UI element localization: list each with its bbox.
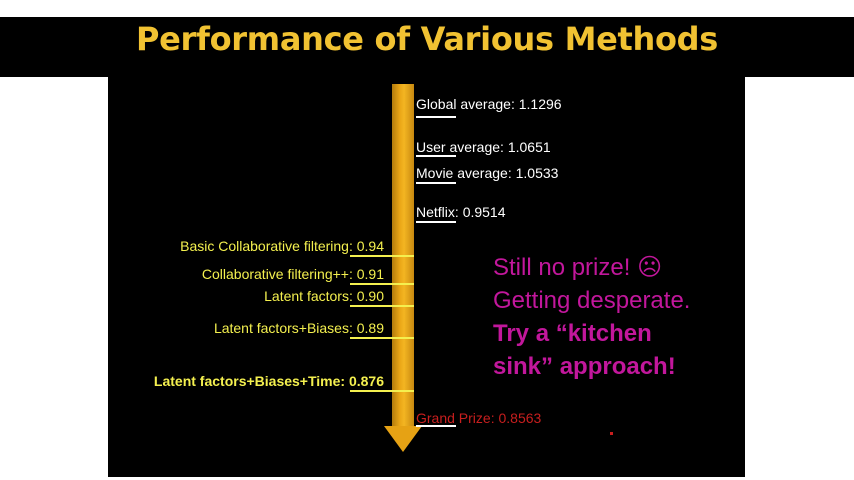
left-item-cf-plus: Collaborative filtering++: 0.91 — [202, 266, 384, 282]
right-item-label: User average: — [416, 139, 504, 155]
right-item-label: Netflix: — [416, 204, 459, 220]
left-item-value: 0.90 — [356, 288, 384, 304]
marker-line-user — [416, 155, 456, 157]
left-item-value: 0.876 — [348, 373, 384, 389]
left-item-basic-cf: Basic Collaborative filtering: 0.94 — [180, 238, 384, 254]
left-item-value: 0.91 — [356, 266, 384, 282]
left-item-label: Latent factors+Biases+Time: — [153, 373, 346, 389]
left-item-value: 0.94 — [356, 238, 384, 254]
left-item-value: 0.89 — [356, 320, 384, 336]
right-item-label: Global average: — [416, 96, 515, 112]
left-item-latent-biases: Latent factors+Biases: 0.89 — [214, 320, 384, 336]
title-bar — [0, 17, 854, 77]
right-item-label: Movie average: — [416, 165, 512, 181]
right-item-netflix: Netflix: 0.9514 — [416, 204, 506, 220]
callout-line-1-text: Still no prize! — [493, 254, 631, 281]
red-dot — [610, 432, 613, 435]
marker-line-latent-biases — [350, 337, 414, 339]
right-item-label: Grand Prize: — [416, 410, 495, 426]
slide-background — [108, 77, 745, 477]
marker-line-cf-plus — [350, 283, 414, 285]
right-item-value: 0.9514 — [462, 204, 506, 220]
left-item-label: Basic Collaborative filtering: — [180, 238, 353, 254]
left-item-label: Latent factors: — [264, 288, 353, 304]
right-item-value: 1.1296 — [518, 96, 562, 112]
page-title: Performance of Various Methods — [135, 20, 719, 58]
marker-line-basic-cf — [350, 255, 414, 257]
marker-line-grand-prize — [416, 425, 456, 427]
right-item-global: Global average: 1.1296 — [416, 96, 562, 112]
callout-line-1: Still no prize! ☹ — [493, 251, 690, 284]
sad-face-icon: ☹ — [637, 254, 663, 281]
right-item-value: 1.0651 — [507, 139, 551, 155]
left-item-latent-biases-time: Latent factors+Biases+Time: 0.876 — [154, 373, 384, 389]
right-item-grand-prize: Grand Prize: 0.8563 — [416, 410, 541, 426]
callout-line-3: Try a “kitchen — [493, 320, 652, 347]
arrow-head-icon — [384, 426, 422, 452]
left-item-label: Collaborative filtering++: — [201, 266, 353, 282]
callout-text: Still no prize! ☹ Getting desperate. Try… — [493, 251, 690, 383]
marker-line-movie — [416, 182, 456, 184]
right-item-value: 0.8563 — [498, 410, 542, 426]
marker-line-global — [416, 116, 456, 118]
right-item-value: 1.0533 — [515, 165, 559, 181]
callout-line-2: Getting desperate. — [493, 287, 691, 314]
marker-line-netflix — [416, 221, 456, 223]
right-item-user: User average: 1.0651 — [416, 139, 551, 155]
callout-line-4: sink” approach! — [493, 353, 676, 380]
marker-line-latent-biases-time — [350, 390, 414, 392]
left-item-label: Latent factors+Biases: — [213, 320, 353, 336]
left-item-latent: Latent factors: 0.90 — [264, 288, 384, 304]
marker-line-latent — [350, 305, 414, 307]
right-item-movie: Movie average: 1.0533 — [416, 165, 558, 181]
